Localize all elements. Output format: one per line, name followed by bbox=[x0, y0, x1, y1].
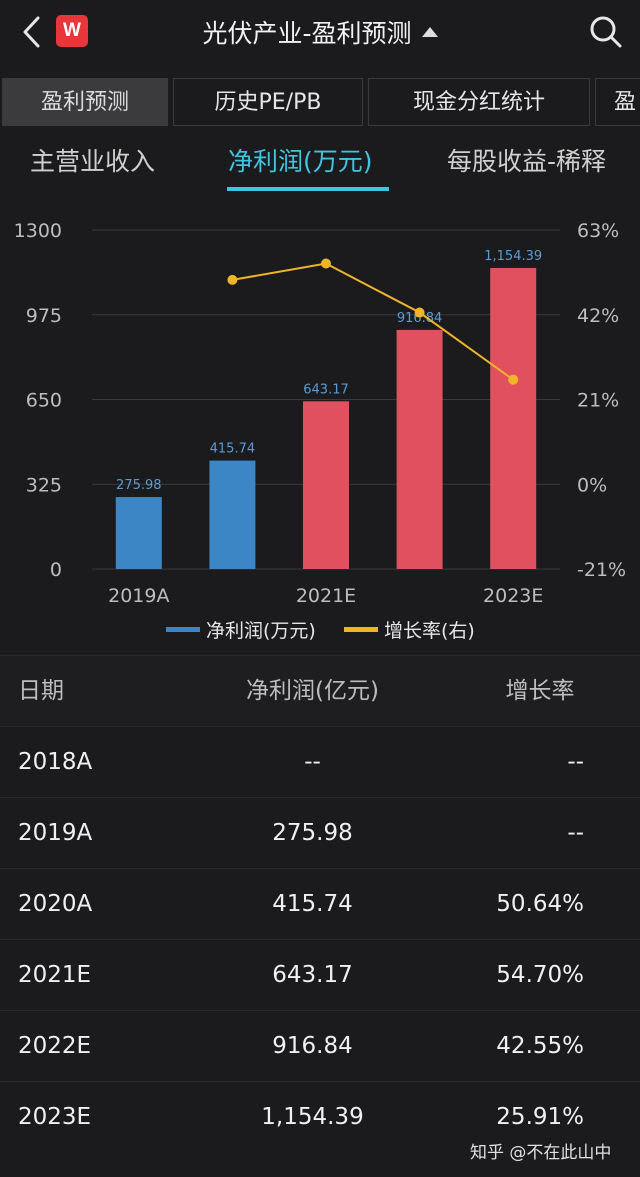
bar-data-label: 1,154.39 bbox=[484, 249, 542, 264]
caret-up-icon bbox=[421, 27, 438, 37]
row-growth: 50.64% bbox=[496, 891, 584, 917]
tab-more[interactable]: 盈 bbox=[595, 78, 640, 126]
legend-swatch-growth bbox=[344, 627, 378, 632]
row-date: 2018A bbox=[18, 749, 93, 775]
row-growth: -- bbox=[567, 820, 584, 846]
bar-data-label: 415.74 bbox=[210, 442, 256, 457]
subtab-eps-diluted[interactable]: 每股收益-稀释 bbox=[447, 147, 607, 176]
row-date: 2019A bbox=[18, 820, 93, 846]
table-header-row: 日期 净利润(亿元) 增长率 bbox=[0, 655, 640, 726]
table-row[interactable]: 2021E 643.17 54.70% bbox=[0, 939, 640, 1010]
growth-point bbox=[508, 374, 519, 385]
search-button[interactable] bbox=[588, 14, 624, 50]
forecast-table: 日期 净利润(亿元) 增长率 2018A -- -- 2019A 275.98 … bbox=[0, 655, 640, 1152]
row-net-profit: 643.17 bbox=[272, 962, 353, 988]
profit-chart: 0 325 650 975 1300 -21% 0% 21% 42% 63% 275.98 415.7… bbox=[0, 205, 640, 650]
table-row[interactable]: 2018A -- -- bbox=[0, 726, 640, 797]
y-left-tick-label: 975 bbox=[26, 305, 62, 327]
app-logo: W bbox=[56, 15, 88, 47]
header-net-profit: 净利润(亿元) bbox=[246, 678, 379, 704]
bar bbox=[115, 497, 162, 569]
row-growth: 54.70% bbox=[496, 962, 584, 988]
subtab-revenue[interactable]: 主营业收入 bbox=[30, 147, 156, 176]
tab-profit-forecast[interactable]: 盈利预测 bbox=[2, 78, 168, 126]
metric-tab-bar: 主营业收入 净利润(万元) 每股收益-稀释 bbox=[0, 142, 640, 194]
tab-cash-dividend[interactable]: 现金分红统计 bbox=[368, 78, 590, 126]
header-growth: 增长率 bbox=[505, 678, 575, 704]
growth-point bbox=[227, 274, 238, 285]
table-row[interactable]: 2020A 415.74 50.64% bbox=[0, 868, 640, 939]
y-left-tick-label: 1300 bbox=[14, 220, 62, 242]
bar bbox=[303, 401, 349, 569]
bar-data-label: 643.17 bbox=[303, 382, 349, 397]
row-date: 2023E bbox=[18, 1104, 92, 1130]
subtab-net-profit[interactable]: 净利润(万元) bbox=[228, 147, 373, 176]
tab-history-pe-pb[interactable]: 历史PE/PB bbox=[173, 78, 363, 126]
row-date: 2021E bbox=[18, 962, 92, 988]
page-title-text: 光伏产业-盈利预测 bbox=[202, 19, 412, 48]
active-tab-indicator bbox=[227, 187, 389, 191]
growth-point bbox=[414, 307, 425, 318]
y-left-tick-label: 0 bbox=[50, 559, 62, 581]
row-net-profit: -- bbox=[304, 749, 321, 775]
legend-swatch-net-profit bbox=[166, 627, 200, 632]
row-growth: 25.91% bbox=[496, 1104, 584, 1130]
bar bbox=[209, 460, 256, 569]
row-date: 2022E bbox=[18, 1033, 92, 1059]
row-net-profit: 275.98 bbox=[272, 820, 353, 846]
bar bbox=[490, 267, 537, 569]
page-title[interactable]: 光伏产业-盈利预测 bbox=[170, 14, 470, 50]
x-tick-label: 2019A bbox=[108, 585, 169, 607]
legend-label-growth: 增长率(右) bbox=[384, 620, 475, 642]
row-net-profit: 1,154.39 bbox=[261, 1104, 364, 1130]
row-date: 2020A bbox=[18, 891, 93, 917]
row-growth: -- bbox=[567, 749, 584, 775]
y-left-tick-label: 650 bbox=[26, 390, 62, 412]
y-right-tick-label: 42% bbox=[577, 305, 619, 327]
bar bbox=[396, 329, 443, 569]
header-date: 日期 bbox=[18, 678, 64, 704]
top-tab-bar: 盈利预测 历史PE/PB 现金分红统计 盈 bbox=[0, 78, 640, 126]
chevron-left-icon bbox=[23, 16, 40, 48]
row-net-profit: 415.74 bbox=[272, 891, 353, 917]
table-row[interactable]: 2023E 1,154.39 25.91% bbox=[0, 1081, 640, 1152]
search-icon bbox=[590, 16, 622, 48]
back-button[interactable] bbox=[18, 14, 48, 50]
row-growth: 42.55% bbox=[496, 1033, 584, 1059]
legend-label-net-profit: 净利润(万元) bbox=[206, 620, 316, 642]
y-right-tick-label: 63% bbox=[577, 220, 619, 242]
growth-point bbox=[321, 258, 331, 269]
bar-data-label: 275.98 bbox=[116, 478, 162, 493]
x-tick-label: 2023E bbox=[483, 585, 543, 607]
y-left-tick-label: 325 bbox=[26, 474, 62, 496]
y-right-tick-label: 0% bbox=[577, 474, 607, 496]
x-tick-label: 2021E bbox=[296, 585, 356, 607]
y-right-tick-label: 21% bbox=[577, 390, 619, 412]
growth-line bbox=[232, 262, 514, 381]
row-net-profit: 916.84 bbox=[272, 1033, 353, 1059]
app-header: W 光伏产业-盈利预测 bbox=[0, 0, 640, 70]
y-right-tick-label: -21% bbox=[577, 559, 626, 581]
profit-chart-svg: 0 325 650 975 1300 -21% 0% 21% 42% 63% 275.98 415.7… bbox=[14, 220, 626, 642]
bar-data-label: 916.84 bbox=[397, 311, 443, 326]
table-row[interactable]: 2019A 275.98 -- bbox=[0, 797, 640, 868]
watermark: 知乎 @不在此山中 bbox=[470, 1143, 612, 1163]
table-row[interactable]: 2022E 916.84 42.55% bbox=[0, 1010, 640, 1081]
